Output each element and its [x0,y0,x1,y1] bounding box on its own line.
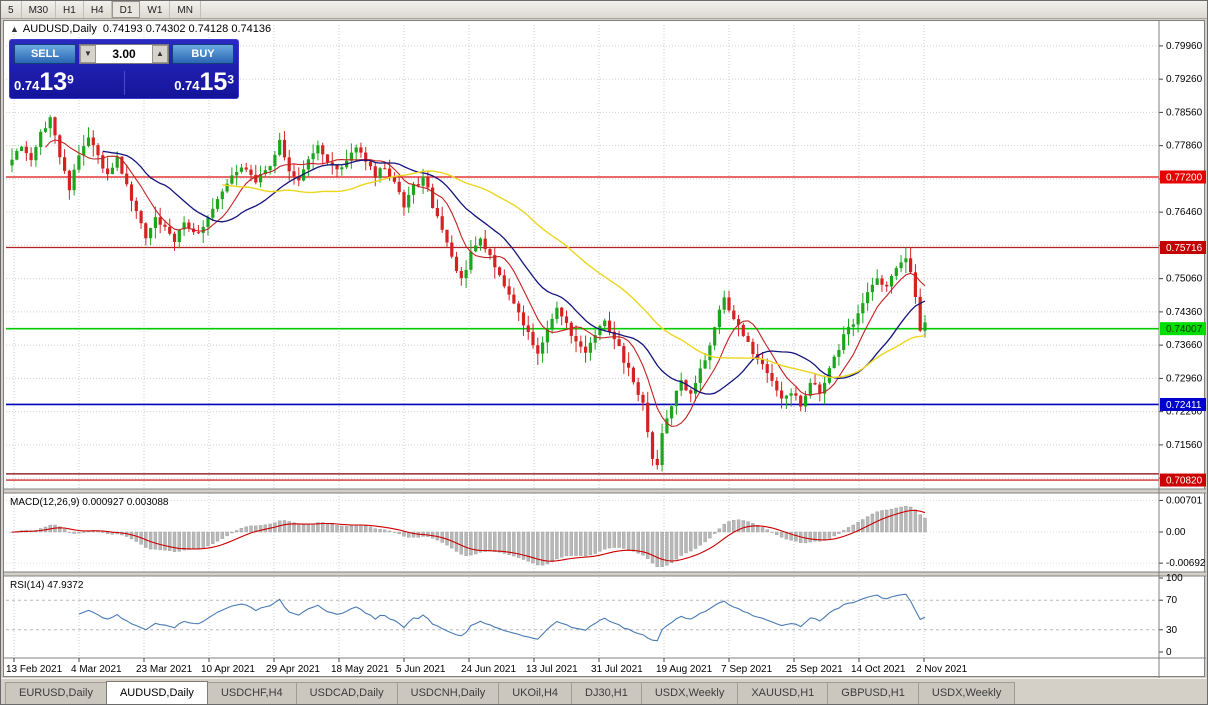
sell-button[interactable]: SELL [14,44,76,64]
svg-text:0.72411: 0.72411 [1166,400,1202,411]
svg-text:0.78560: 0.78560 [1166,107,1203,118]
svg-text:RSI(14) 47.9372: RSI(14) 47.9372 [10,580,84,591]
svg-text:0: 0 [1166,647,1172,658]
svg-text:0.75060: 0.75060 [1166,274,1203,285]
svg-text:0.74360: 0.74360 [1166,307,1203,318]
svg-text:23 Mar 2021: 23 Mar 2021 [136,664,193,675]
svg-text:13 Jul 2021: 13 Jul 2021 [526,664,578,675]
chart-tab-usdx-weekly-7[interactable]: USDX,Weekly [640,682,739,704]
svg-text:0.76460: 0.76460 [1166,207,1203,218]
svg-text:0.72960: 0.72960 [1166,373,1203,384]
timeframe-button-w1[interactable]: W1 [140,1,171,18]
svg-text:31 Jul 2021: 31 Jul 2021 [591,664,643,675]
svg-text:0.74007: 0.74007 [1166,324,1203,335]
svg-text:100: 100 [1166,573,1183,584]
price-divider [123,71,125,95]
sell-price: 0.74139 [14,68,74,96]
svg-text:10 Apr 2021: 10 Apr 2021 [201,664,255,675]
svg-text:18 May 2021: 18 May 2021 [331,664,389,675]
svg-text:5 Jun 2021: 5 Jun 2021 [396,664,446,675]
svg-text:-0.00692: -0.00692 [1166,558,1206,569]
timeframe-toolbar: 5 M30 H1 H4 D1 W1 MN [1,1,1207,19]
chart-tab-usdcad-daily-3[interactable]: USDCAD,Daily [295,682,398,704]
svg-text:24 Jun 2021: 24 Jun 2021 [461,664,516,675]
timeframe-button-5[interactable]: 5 [1,1,22,18]
svg-text:7 Sep 2021: 7 Sep 2021 [721,664,773,675]
svg-text:0.71560: 0.71560 [1166,440,1203,451]
volume-control: ▼ 3.00 ▲ [79,44,169,64]
volume-input[interactable]: 3.00 [112,47,136,61]
svg-text:0.72260: 0.72260 [1166,407,1203,418]
buy-button[interactable]: BUY [172,44,234,64]
one-click-trading-panel: SELL ▼ 3.00 ▲ BUY 0.74139 0.74153 [9,39,239,99]
chart-title: ▲ AUDUSD,Daily 0.74193 0.74302 0.74128 0.7… [10,23,271,35]
chart-ohlc-values: 0.74193 0.74302 0.74128 0.74136 [102,23,272,35]
svg-text:19 Aug 2021: 19 Aug 2021 [656,664,713,675]
panel-collapse-icon[interactable]: ▲ [10,24,19,34]
chart-tab-eurusd-daily-0[interactable]: EURUSD,Daily [5,682,107,704]
chart-window: 0.799600.792600.785600.778600.771600.764… [3,20,1206,678]
svg-text:29 Apr 2021: 29 Apr 2021 [266,664,320,675]
price-chart[interactable]: 0.799600.792600.785600.778600.771600.764… [4,21,1206,678]
timeframe-button-h1[interactable]: H1 [56,1,84,18]
svg-text:2 Nov 2021: 2 Nov 2021 [916,664,968,675]
chart-tab-usdcnh-daily-4[interactable]: USDCNH,Daily [396,682,500,704]
svg-text:0.00701: 0.00701 [1166,495,1203,506]
svg-text:0.79260: 0.79260 [1166,74,1203,85]
tab-bar: EURUSD,Daily AUDUSD,Daily USDCHF,H4 USDCAD,… [1,678,1207,704]
chart-symbol-label: AUDUSD,Daily [22,23,97,35]
svg-text:4 Mar 2021: 4 Mar 2021 [71,664,122,675]
svg-text:0.70820: 0.70820 [1166,476,1203,487]
svg-text:MACD(12,26,9) 0.000927 0.00308: MACD(12,26,9) 0.000927 0.003088 [10,497,169,508]
svg-text:0.77860: 0.77860 [1166,141,1203,152]
volume-decrease-icon[interactable]: ▼ [80,45,96,63]
svg-text:0.77200: 0.77200 [1166,173,1203,184]
svg-text:70: 70 [1166,595,1178,606]
buy-price: 0.74153 [174,68,234,96]
timeframe-button-d1[interactable]: D1 [111,1,141,18]
svg-text:25 Sep 2021: 25 Sep 2021 [786,664,843,675]
svg-text:30: 30 [1166,625,1178,636]
svg-text:0.73660: 0.73660 [1166,340,1203,351]
timeframe-button-mn[interactable]: MN [170,1,201,18]
chart-tab-usdchf-h4-2[interactable]: USDCHF,H4 [206,682,297,704]
volume-increase-icon[interactable]: ▲ [152,45,168,63]
svg-text:13 Feb 2021: 13 Feb 2021 [6,664,63,675]
svg-text:0.75716: 0.75716 [1166,243,1203,254]
chart-tab-ukoil-h4-5[interactable]: UKOil,H4 [498,682,573,704]
svg-text:0.79960: 0.79960 [1166,41,1203,52]
chart-tab-xauusd-h1-8[interactable]: XAUUSD,H1 [737,682,829,704]
chart-tab-audusd-daily-1[interactable]: AUDUSD,Daily [105,681,208,704]
svg-text:14 Oct 2021: 14 Oct 2021 [851,664,906,675]
chart-tab-gbpusd-h1-9[interactable]: GBPUSD,H1 [827,682,919,704]
timeframe-button-h4[interactable]: H4 [84,1,112,18]
chart-tab-dj30-h1-6[interactable]: DJ30,H1 [571,682,642,704]
svg-text:0.00: 0.00 [1166,527,1186,538]
chart-tab-usdx-weekly-10[interactable]: USDX,Weekly [917,682,1016,704]
timeframe-button-m30[interactable]: M30 [22,1,57,18]
